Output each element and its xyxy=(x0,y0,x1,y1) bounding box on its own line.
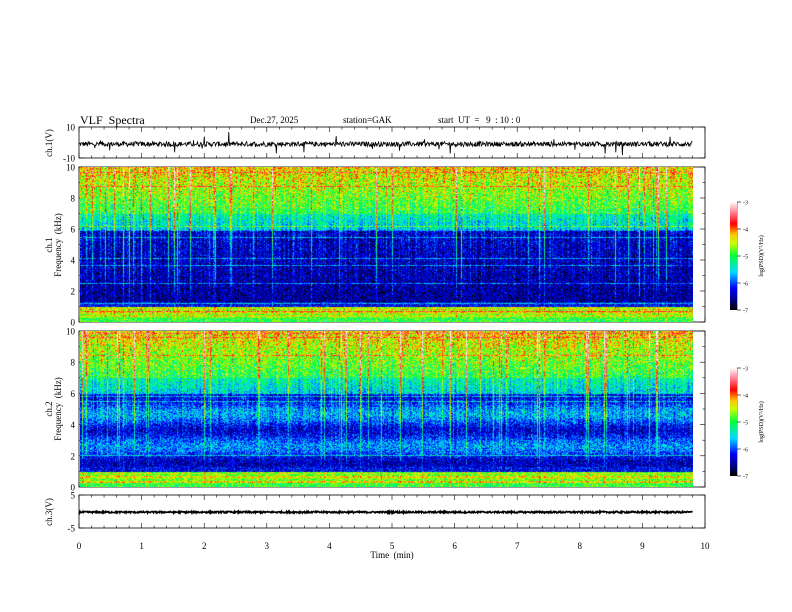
y-tick-label: 10 xyxy=(66,163,76,173)
y-tick-label: -10 xyxy=(63,154,75,164)
x-tick-label: 5 xyxy=(390,541,395,551)
y-tick-label: 5 xyxy=(71,491,76,501)
x-axis-label: Time (min) xyxy=(370,550,413,560)
colorbar-tick-label: -7 xyxy=(743,309,748,315)
y-tick-label: 6 xyxy=(71,225,76,235)
ch3-ylabel: ch.3(V) xyxy=(44,498,54,526)
colorbar1 xyxy=(730,202,737,310)
colorbar-tick-label: -7 xyxy=(743,475,748,481)
start-ut-label: start UT = 9 : 10 : 0 xyxy=(438,115,521,125)
y-tick-label: 10 xyxy=(66,123,76,133)
station-label: station=GAK xyxy=(343,115,392,125)
colorbar-tick-label: -4 xyxy=(743,228,748,234)
ch2-spec-ylabel: Frequency (kHz) xyxy=(53,377,63,440)
colorbar-tick-label: -3 xyxy=(743,367,748,373)
y-tick-label: -5 xyxy=(68,524,76,534)
y-tick-label: 10 xyxy=(66,327,76,337)
x-tick-label: 7 xyxy=(515,541,520,551)
ch1-waveform-trace xyxy=(78,131,693,156)
x-tick-label: 9 xyxy=(640,541,645,551)
ch1-spec-ylabel: Frequency (kHz) xyxy=(53,213,63,276)
x-tick-label: 0 xyxy=(77,541,82,551)
colorbar2 xyxy=(730,368,737,476)
x-tick-label: 10 xyxy=(701,541,711,551)
ch3-waveform-trace xyxy=(78,508,693,516)
date-label: Dec.27, 2025 xyxy=(250,115,299,125)
colorbar-tick-label: -5 xyxy=(743,421,748,427)
colorbar-tick-label: -5 xyxy=(743,255,748,261)
ch2-spectrogram xyxy=(80,331,693,487)
y-tick-label: 4 xyxy=(71,256,76,266)
y-tick-label: 6 xyxy=(71,389,76,399)
x-tick-label: 4 xyxy=(327,541,332,551)
x-tick-label: 1 xyxy=(139,541,144,551)
y-tick-label: 2 xyxy=(71,287,76,297)
colorbar-tick-label: -3 xyxy=(743,201,748,207)
x-tick-label: 3 xyxy=(265,541,270,551)
colorbar-tick-label: -4 xyxy=(743,394,748,400)
colorbar-tick-label: -6 xyxy=(743,448,748,454)
y-tick-label: 0 xyxy=(71,483,76,493)
colorbar1-label: log(PSD)(V²/Hz) xyxy=(758,235,765,276)
ch1-ylabel: ch.1(V) xyxy=(44,129,54,157)
plot-title: VLF Spectra xyxy=(80,113,145,127)
ch2-spec-ylabel-top: ch.2 xyxy=(44,401,54,416)
y-tick-label: 8 xyxy=(71,194,76,204)
ch1-spectrogram xyxy=(80,167,693,322)
y-tick-label: 2 xyxy=(71,451,76,461)
x-tick-label: 2 xyxy=(202,541,207,551)
x-tick-label: 6 xyxy=(452,541,457,551)
y-tick-label: 4 xyxy=(71,420,76,430)
colorbar-tick-label: -6 xyxy=(743,282,748,288)
x-tick-label: 8 xyxy=(578,541,583,551)
ch1-spec-ylabel-top: ch.1 xyxy=(44,237,54,252)
colorbar2-label: log(PSD)(V²/Hz) xyxy=(758,401,765,442)
y-tick-label: 0 xyxy=(71,318,76,328)
y-tick-label: 8 xyxy=(71,358,76,368)
